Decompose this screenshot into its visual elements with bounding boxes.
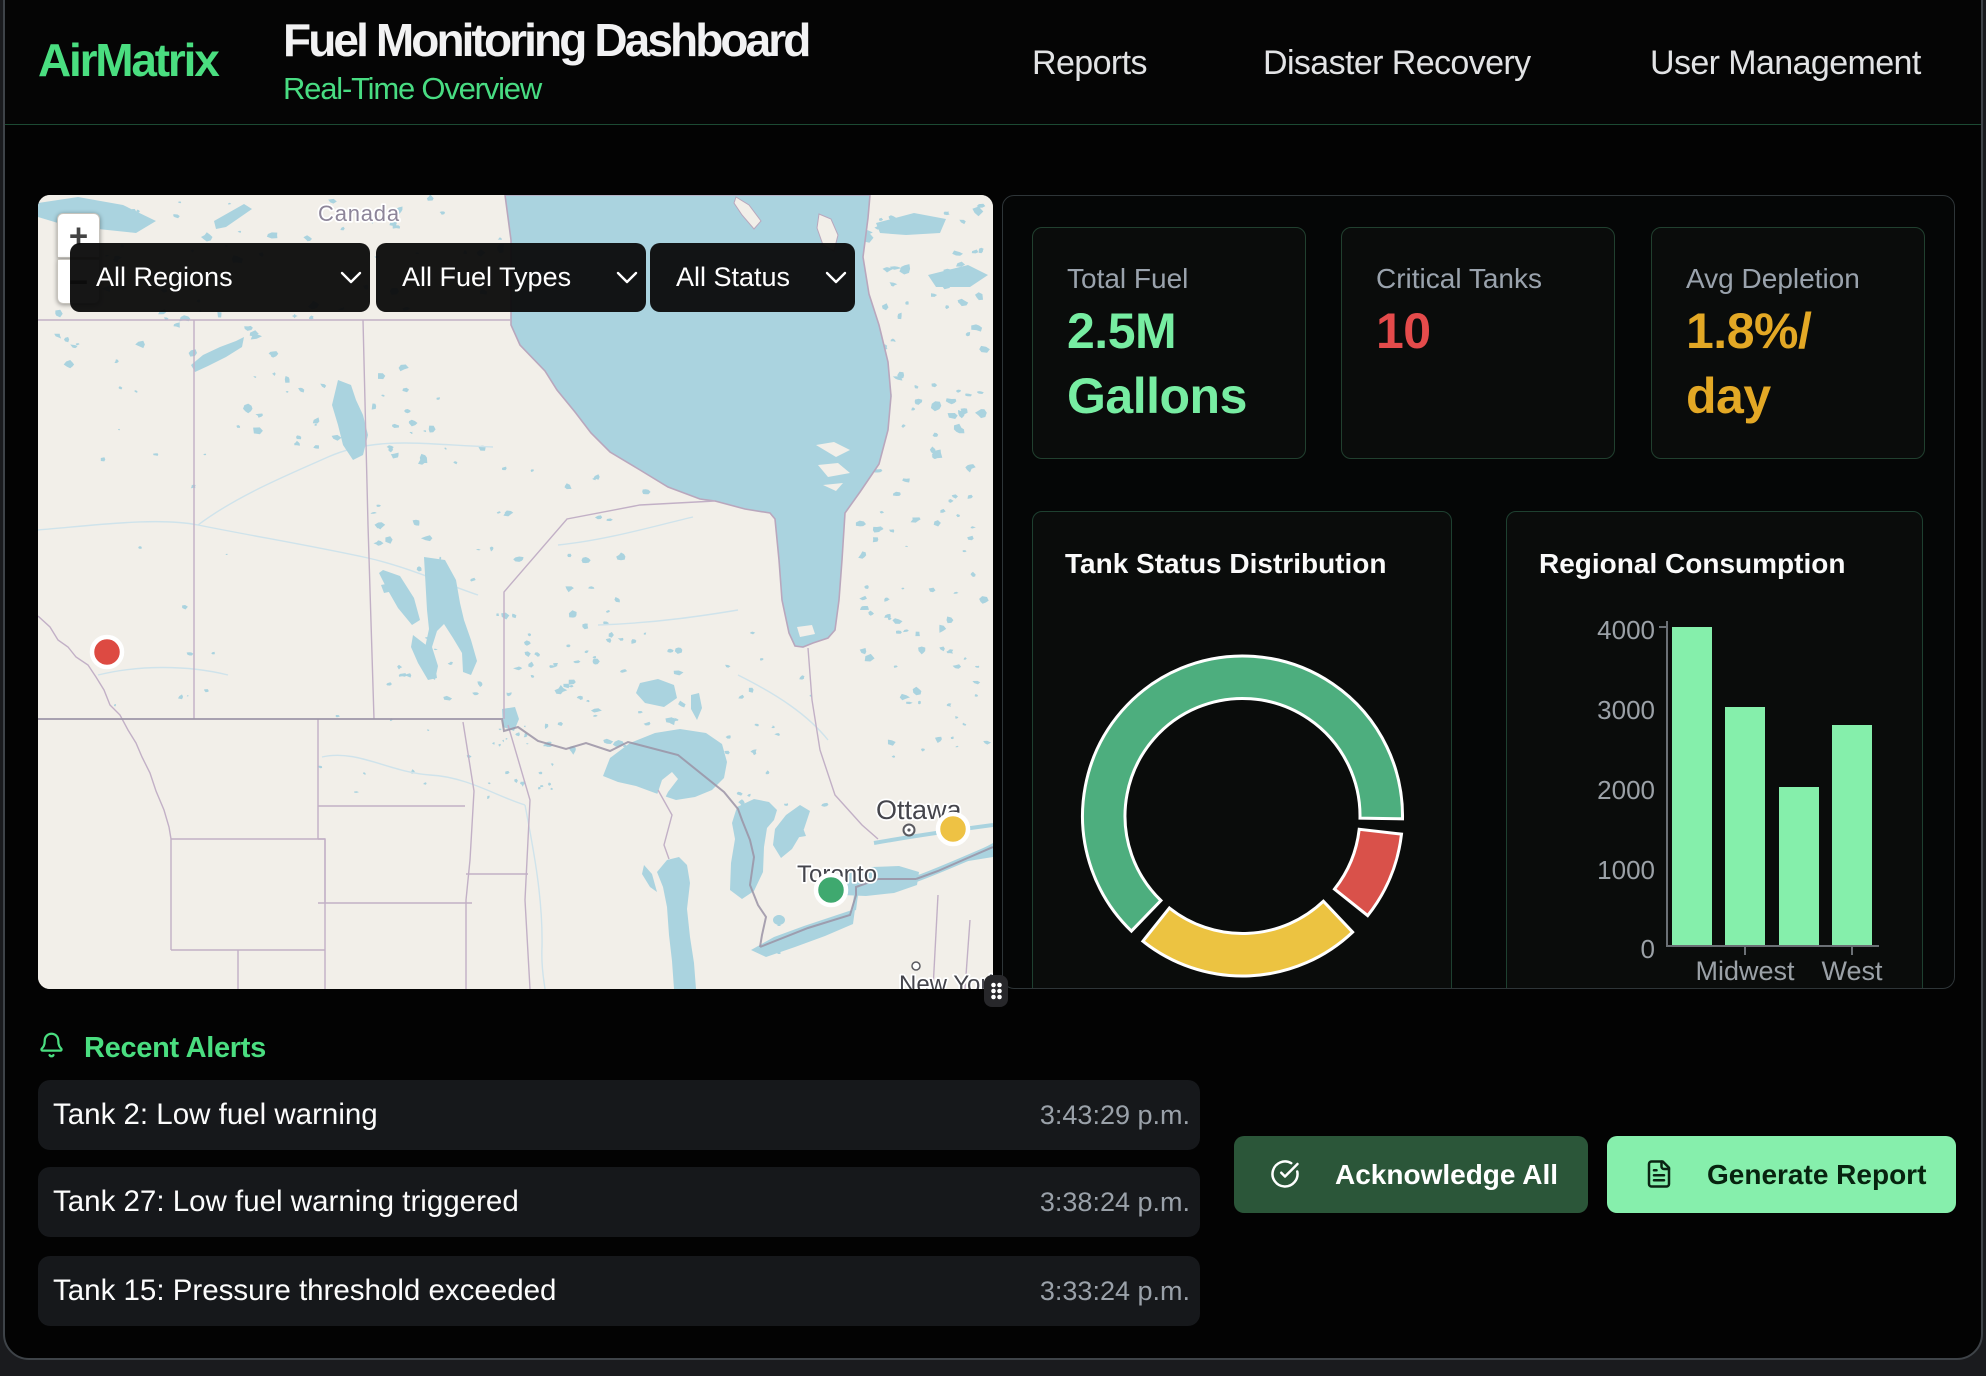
svg-text:West: West bbox=[1821, 956, 1883, 986]
svg-text:Midwest: Midwest bbox=[1695, 956, 1795, 986]
svg-text:New York: New York bbox=[899, 971, 993, 989]
svg-text:2000: 2000 bbox=[1597, 775, 1655, 805]
svg-text:3000: 3000 bbox=[1597, 695, 1655, 725]
svg-text:1000: 1000 bbox=[1597, 855, 1655, 885]
svg-text:0: 0 bbox=[1641, 934, 1655, 964]
svg-text:4000: 4000 bbox=[1597, 615, 1655, 645]
svg-text:Canada: Canada bbox=[318, 201, 400, 226]
